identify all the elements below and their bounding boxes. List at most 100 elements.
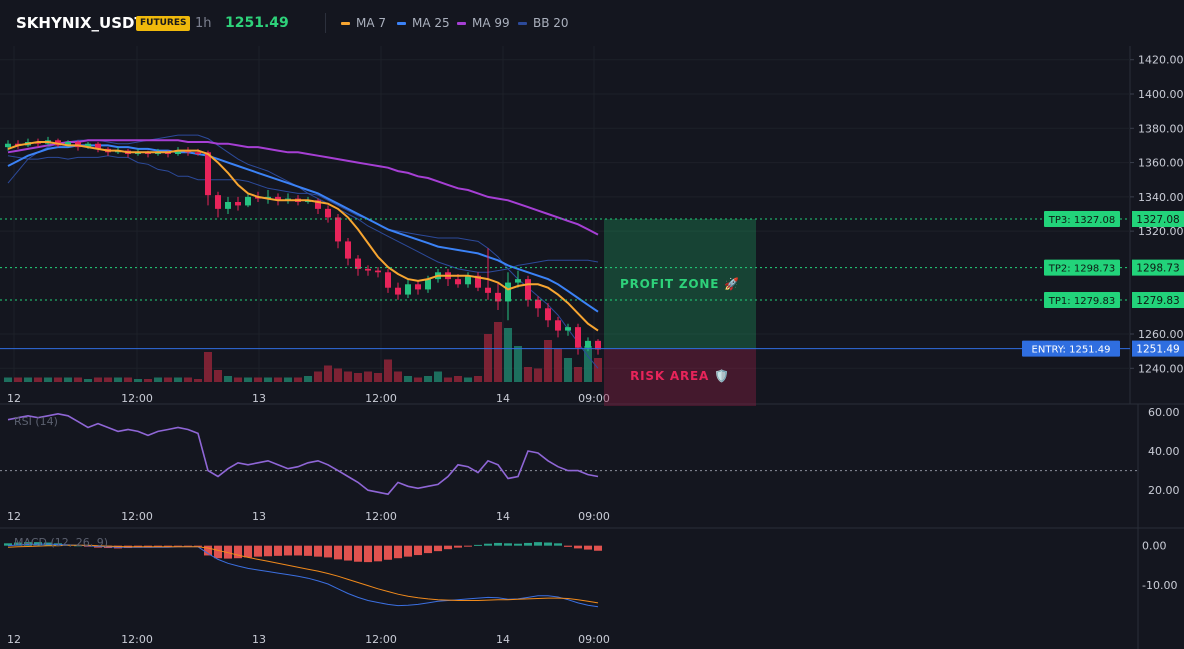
candle-body — [95, 143, 101, 149]
volume-bar — [314, 371, 322, 382]
candle-body — [5, 143, 11, 148]
price-tag — [1132, 259, 1184, 276]
candle-body — [375, 270, 381, 273]
candle-body — [235, 202, 241, 206]
x-axis-tick-label: 12:00 — [365, 633, 397, 646]
candle-body — [315, 200, 321, 209]
price-level-label: TP3: 1327.08 — [1048, 215, 1115, 226]
candle-body — [345, 241, 351, 259]
risk-zone-label: RISK AREA 🛡️ — [630, 369, 730, 383]
volume-bar — [324, 365, 332, 382]
macd-histogram-bar — [464, 545, 472, 547]
x-axis-tick-label: 12 — [7, 510, 21, 523]
candle-body — [555, 320, 561, 331]
price-level-badge — [1044, 259, 1120, 276]
candle-body — [385, 272, 391, 288]
price-tag-label: 1327.08 — [1136, 214, 1179, 226]
macd-line — [7, 543, 599, 608]
volume-bar — [84, 379, 92, 382]
volume-bar — [554, 349, 562, 382]
macd-histogram-bar — [204, 545, 212, 556]
x-axis-tick-label: 12:00 — [121, 510, 153, 523]
price-level-badge — [1022, 340, 1120, 357]
volume-bar — [544, 340, 552, 382]
x-axis-tick-label: 12:00 — [121, 392, 153, 405]
volume-bar — [524, 367, 532, 382]
candle-body — [415, 284, 421, 290]
timeframe-label[interactable]: 1h — [195, 16, 212, 31]
legend-ma99[interactable]: MA 99 — [457, 16, 510, 30]
macd-histogram-bar — [364, 545, 372, 563]
rsi-axis-label: 60.00 — [1148, 406, 1180, 419]
price-axis-label: 1400.00 — [1138, 88, 1184, 101]
macd-histogram-bar — [244, 545, 252, 558]
volume-bar — [344, 371, 352, 382]
volume-bar — [174, 377, 182, 382]
macd-histogram-bar — [444, 545, 452, 550]
macd-histogram-bar — [424, 545, 432, 554]
volume-bar — [214, 370, 222, 382]
rsi-axis-label: 40.00 — [1148, 445, 1180, 458]
price-level-label: TP2: 1298.73 — [1048, 264, 1115, 275]
profit-zone — [604, 219, 756, 349]
legend-swatch — [518, 21, 527, 25]
volume-bar — [54, 377, 62, 382]
macd-histogram-bar — [284, 545, 292, 556]
volume-bar — [144, 379, 152, 382]
bb-upper-line — [7, 134, 599, 273]
risk-zone — [604, 348, 756, 406]
volume-bar — [454, 376, 462, 382]
volume-bar — [94, 377, 102, 382]
volume-bar — [104, 377, 112, 382]
price-tag — [1132, 340, 1184, 357]
x-axis-tick-label: 09:00 — [578, 392, 610, 405]
candle-body — [545, 308, 551, 321]
volume-bar — [274, 377, 282, 382]
candle-body — [395, 287, 401, 295]
macd-histogram-bar — [24, 542, 32, 546]
volume-bar — [494, 322, 502, 382]
symbol-title[interactable]: SKHYNIX_USDT — [16, 14, 145, 32]
chart-header: SKHYNIX_USDT FUTURES 1h 1251.49 MA 7 MA … — [0, 0, 1184, 46]
legend-ma25[interactable]: MA 25 — [397, 16, 450, 30]
legend-ma7[interactable]: MA 7 — [341, 16, 386, 30]
volume-bar — [204, 352, 212, 382]
volume-bar — [514, 346, 522, 382]
candle-body — [525, 279, 531, 300]
macd-axis-label: -10.00 — [1142, 579, 1177, 592]
legend-label: MA 99 — [472, 16, 510, 30]
candle-body — [475, 275, 481, 288]
volume-bar — [184, 377, 192, 382]
price-tag-label: 1279.83 — [1136, 295, 1179, 307]
x-axis-tick-label: 14 — [496, 633, 510, 646]
macd-histogram-bar — [574, 545, 582, 549]
candle-body — [455, 279, 461, 285]
candle-body — [335, 217, 341, 242]
macd-histogram-bar — [334, 545, 342, 560]
x-axis-tick-label: 12:00 — [365, 510, 397, 523]
price-level-badge — [1044, 292, 1120, 309]
macd-signal-line — [7, 544, 599, 604]
volume-bar — [474, 376, 482, 382]
macd-histogram-bar — [484, 543, 492, 546]
macd-histogram-bar — [264, 545, 272, 557]
macd-histogram-bar — [584, 545, 592, 550]
volume-bar — [364, 371, 372, 382]
x-axis-tick-label: 13 — [252, 392, 266, 405]
volume-bar — [504, 328, 512, 382]
profit-zone-label: PROFIT ZONE 🚀 — [620, 277, 740, 291]
legend-bb20[interactable]: BB 20 — [518, 16, 569, 30]
macd-histogram-bar — [374, 545, 382, 562]
x-axis-tick-label: 13 — [252, 510, 266, 523]
legend-swatch — [341, 21, 350, 25]
volume-bar — [64, 377, 72, 382]
macd-histogram-bar — [384, 545, 392, 560]
macd-axis-label: 0.00 — [1142, 540, 1167, 553]
volume-bar — [164, 377, 172, 382]
last-price: 1251.49 — [225, 15, 289, 31]
legend-label: MA 7 — [356, 16, 387, 30]
candle-body — [245, 196, 251, 206]
candle-body — [205, 152, 211, 196]
rsi-axis-label: 20.00 — [1148, 484, 1180, 497]
